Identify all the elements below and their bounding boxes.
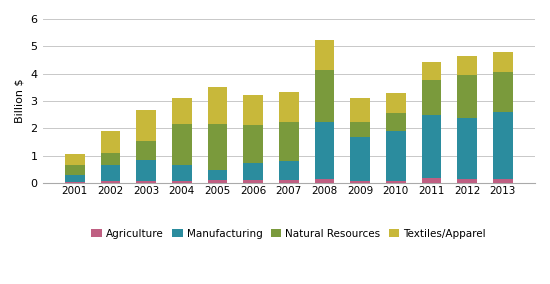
Bar: [101, 153, 120, 165]
Bar: [350, 137, 370, 181]
Bar: [243, 125, 263, 163]
Bar: [457, 75, 477, 118]
Bar: [422, 80, 441, 115]
Bar: [279, 92, 299, 122]
Bar: [493, 72, 513, 112]
Bar: [422, 115, 441, 178]
Bar: [493, 112, 513, 179]
Bar: [493, 52, 513, 72]
Bar: [493, 179, 513, 183]
Bar: [207, 87, 227, 124]
Bar: [65, 182, 85, 183]
Bar: [279, 122, 299, 161]
Bar: [243, 95, 263, 125]
Bar: [315, 179, 334, 183]
Y-axis label: Billion $: Billion $: [15, 79, 25, 123]
Bar: [457, 118, 477, 179]
Bar: [65, 154, 85, 164]
Bar: [457, 179, 477, 183]
Bar: [457, 57, 477, 75]
Bar: [422, 178, 441, 183]
Bar: [101, 181, 120, 183]
Bar: [136, 110, 156, 141]
Bar: [243, 163, 263, 180]
Bar: [386, 93, 405, 112]
Bar: [315, 70, 334, 122]
Bar: [422, 62, 441, 80]
Bar: [207, 180, 227, 183]
Bar: [172, 181, 191, 183]
Bar: [101, 165, 120, 181]
Legend: Agriculture, Manufacturing, Natural Resources, Textiles/Apparel: Agriculture, Manufacturing, Natural Reso…: [87, 224, 490, 243]
Bar: [315, 122, 334, 179]
Bar: [279, 161, 299, 180]
Bar: [350, 122, 370, 137]
Bar: [207, 170, 227, 180]
Bar: [315, 39, 334, 70]
Bar: [386, 112, 405, 131]
Bar: [136, 160, 156, 181]
Bar: [136, 181, 156, 183]
Bar: [172, 98, 191, 124]
Bar: [172, 124, 191, 164]
Bar: [350, 181, 370, 183]
Bar: [101, 131, 120, 153]
Bar: [279, 180, 299, 183]
Bar: [65, 175, 85, 182]
Bar: [172, 164, 191, 181]
Bar: [386, 181, 405, 183]
Bar: [207, 124, 227, 170]
Bar: [386, 131, 405, 181]
Bar: [350, 98, 370, 122]
Bar: [243, 180, 263, 183]
Bar: [136, 141, 156, 160]
Bar: [65, 164, 85, 175]
